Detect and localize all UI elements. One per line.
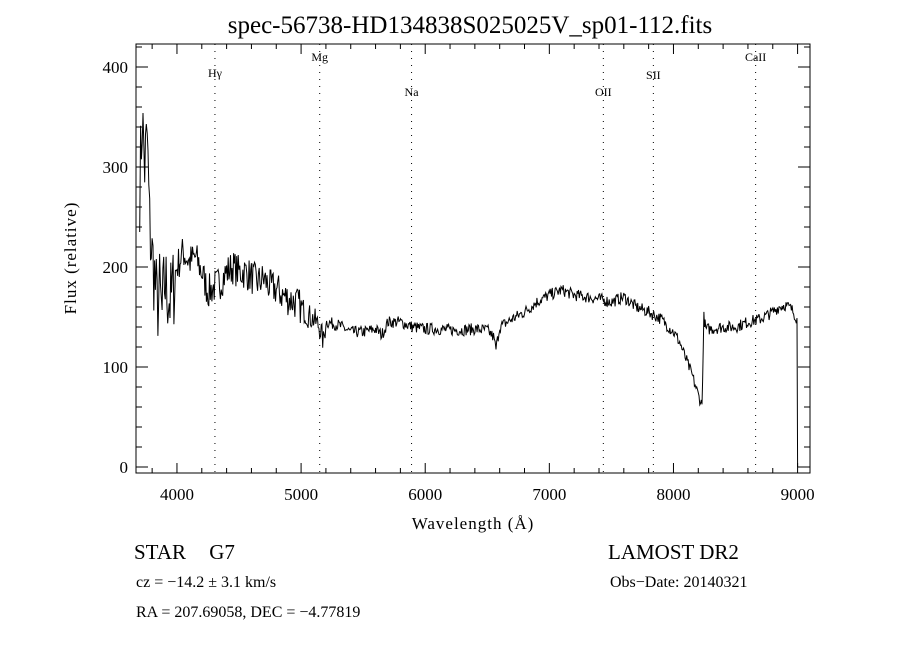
y-tick-label: 0 <box>120 458 129 477</box>
line-marker-label: Na <box>405 85 420 99</box>
x-tick-label: 8000 <box>656 485 690 504</box>
line-marker-label: CaII <box>745 50 766 64</box>
axes: 4000 5000 6000 7000 8000 9000 0 100 200 300 400 <box>103 43 815 504</box>
line-marker-label: SII <box>646 68 661 82</box>
line-markers: Hγ Mg Na OII SII CaII <box>208 44 766 473</box>
object-class: STAR <box>134 540 186 564</box>
y-tick-label: 400 <box>103 58 129 77</box>
line-marker-label: OII <box>595 85 612 99</box>
y-axis-label: Flux (relative) <box>61 202 80 315</box>
obs-date: Obs−Date: 20140321 <box>610 574 748 591</box>
x-tick-label: 9000 <box>781 485 815 504</box>
line-marker-label: Hγ <box>208 66 223 80</box>
subclass: G7 <box>209 540 235 564</box>
spectrum-series <box>139 112 799 468</box>
coordinates-info: RA = 207.69058, DEC = −4.77819 <box>136 604 361 621</box>
redshift-info: cz = −14.2 ± 3.1 km/s <box>136 574 277 591</box>
chart-title: spec-56738-HD134838S025025V_sp01-112.fit… <box>227 12 713 39</box>
x-tick-label: 5000 <box>284 485 318 504</box>
survey-label: LAMOST DR2 <box>608 540 739 564</box>
x-axis-label: Wavelength (Å) <box>412 514 535 533</box>
object-class-info: STAR G7 <box>134 540 235 565</box>
plot-frame <box>135 43 811 474</box>
spectrum-line <box>139 112 799 468</box>
y-tick-label: 200 <box>103 258 129 277</box>
y-tick-label: 100 <box>103 358 129 377</box>
x-tick-label: 4000 <box>160 485 194 504</box>
x-tick-label: 6000 <box>408 485 442 504</box>
line-marker-label: Mg <box>311 50 328 64</box>
x-tick-label: 7000 <box>532 485 566 504</box>
y-tick-label: 300 <box>103 158 129 177</box>
